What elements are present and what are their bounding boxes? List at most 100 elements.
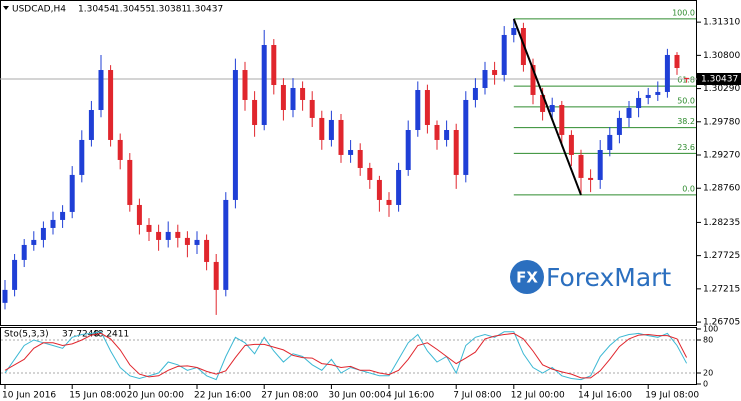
- candle-body: [530, 65, 536, 95]
- header-low: 1.30381: [150, 5, 187, 15]
- x-tick-label: 14 Jul 16:00: [578, 391, 632, 401]
- price-box: [697, 73, 741, 86]
- candle-body: [376, 179, 382, 200]
- candle-body: [146, 224, 152, 232]
- header-open: 1.30454: [78, 5, 115, 15]
- y-tick-label: 1.26705: [703, 318, 740, 328]
- candle-body: [88, 110, 94, 140]
- candle-body: [31, 239, 37, 245]
- candle-body: [626, 107, 632, 118]
- candle-body: [252, 99, 258, 125]
- indicator-tick-label: 80: [703, 336, 713, 345]
- candle-body: [559, 104, 565, 135]
- fib-label: 100.0: [672, 8, 695, 17]
- candle-body: [232, 70, 238, 200]
- candle-body: [472, 87, 478, 100]
- candle-body: [348, 149, 354, 155]
- candle-body: [136, 204, 142, 225]
- indicator-name: Sto(5,3,3): [4, 330, 49, 340]
- x-tick-label: 7 Jul 08:00: [453, 391, 502, 401]
- candle-body: [674, 54, 680, 68]
- x-tick-label: 22 Jun 16:00: [194, 391, 251, 401]
- candle-body: [213, 261, 219, 290]
- candle-body: [578, 154, 584, 178]
- symbol: USDCAD,H4: [12, 5, 66, 15]
- candle-body: [319, 117, 325, 140]
- candle-body: [607, 134, 613, 150]
- x-tick-label: 19 Jul 08:00: [645, 391, 699, 401]
- candle-body: [98, 70, 104, 111]
- indicator-tick-label: 100: [703, 325, 718, 334]
- watermark: ForexMart: [546, 263, 671, 292]
- candle-body: [223, 199, 229, 290]
- candle-body: [549, 104, 555, 112]
- fib-label: 38.2: [677, 117, 695, 126]
- fib-label: 0.0: [682, 184, 695, 193]
- y-tick-label: 1.29270: [703, 151, 740, 161]
- candle-body: [60, 211, 66, 220]
- logo-circle: [510, 260, 544, 294]
- indicator-tick-label: 0: [703, 380, 708, 389]
- candle-body: [194, 239, 200, 245]
- indicator-tick-label: 20: [703, 369, 713, 378]
- candle-body: [69, 174, 75, 212]
- candle-body: [204, 239, 210, 262]
- candle-body: [127, 159, 133, 205]
- candle-body: [482, 70, 488, 88]
- candle-body: [300, 87, 306, 100]
- candle-body: [415, 90, 421, 130]
- fib-label: 61.8: [677, 76, 695, 85]
- x-tick-label: 30 Jun 00:00: [328, 391, 385, 401]
- candle-body: [338, 119, 344, 155]
- candle-body: [184, 237, 190, 245]
- candle-body: [645, 94, 651, 98]
- candle-body: [636, 97, 642, 108]
- candle-body: [50, 219, 56, 228]
- candle-body: [242, 70, 248, 100]
- header-high: 1.30455: [114, 5, 151, 15]
- x-tick-label: 27 Jun 08:00: [261, 391, 318, 401]
- candle-body: [12, 259, 18, 290]
- candle-body: [492, 70, 498, 75]
- candle-body: [684, 77, 690, 80]
- candle-body: [21, 244, 27, 260]
- candle-body: [655, 91, 661, 95]
- candle-body: [290, 87, 296, 111]
- y-tick-label: 1.27725: [703, 251, 740, 261]
- x-tick-label: 10 Jun 2016: [2, 391, 56, 401]
- x-tick-label: 4 Jul 16:00: [386, 391, 435, 401]
- indicator-d: 48.2411: [92, 330, 129, 340]
- candle-body: [568, 134, 574, 155]
- x-tick-label: 20 Jun 00:00: [127, 391, 184, 401]
- header-close: 1.30437: [186, 5, 223, 15]
- candle-body: [511, 28, 517, 35]
- candle-body: [405, 130, 411, 170]
- candle-body: [261, 45, 267, 125]
- candle-body: [309, 99, 315, 118]
- x-tick-label: 12 Jul 00:00: [511, 391, 565, 401]
- candle-body: [79, 139, 85, 175]
- candle-body: [156, 231, 162, 240]
- candle-body: [424, 90, 430, 125]
- candle-body: [453, 130, 459, 175]
- y-tick-label: 1.28760: [703, 184, 740, 194]
- y-tick-label: 1.29780: [703, 117, 740, 127]
- logo-text: FX: [516, 269, 538, 287]
- candle-body: [328, 119, 334, 140]
- candle-body: [463, 99, 469, 175]
- candle-body: [357, 149, 363, 168]
- candle-body: [588, 177, 594, 180]
- y-tick-label: 1.30290: [703, 84, 740, 94]
- candle-body: [2, 289, 8, 303]
- candle-body: [280, 84, 286, 111]
- menu-arrow[interactable]: [3, 6, 9, 10]
- candle-body: [108, 70, 114, 140]
- candle-body: [175, 231, 181, 238]
- candle-body: [664, 54, 670, 92]
- y-tick-label: 1.30800: [703, 51, 740, 61]
- candle-body: [434, 124, 440, 140]
- candle-body: [616, 117, 622, 135]
- trend-line: [512, 18, 582, 196]
- indicator-panel: [0, 327, 697, 385]
